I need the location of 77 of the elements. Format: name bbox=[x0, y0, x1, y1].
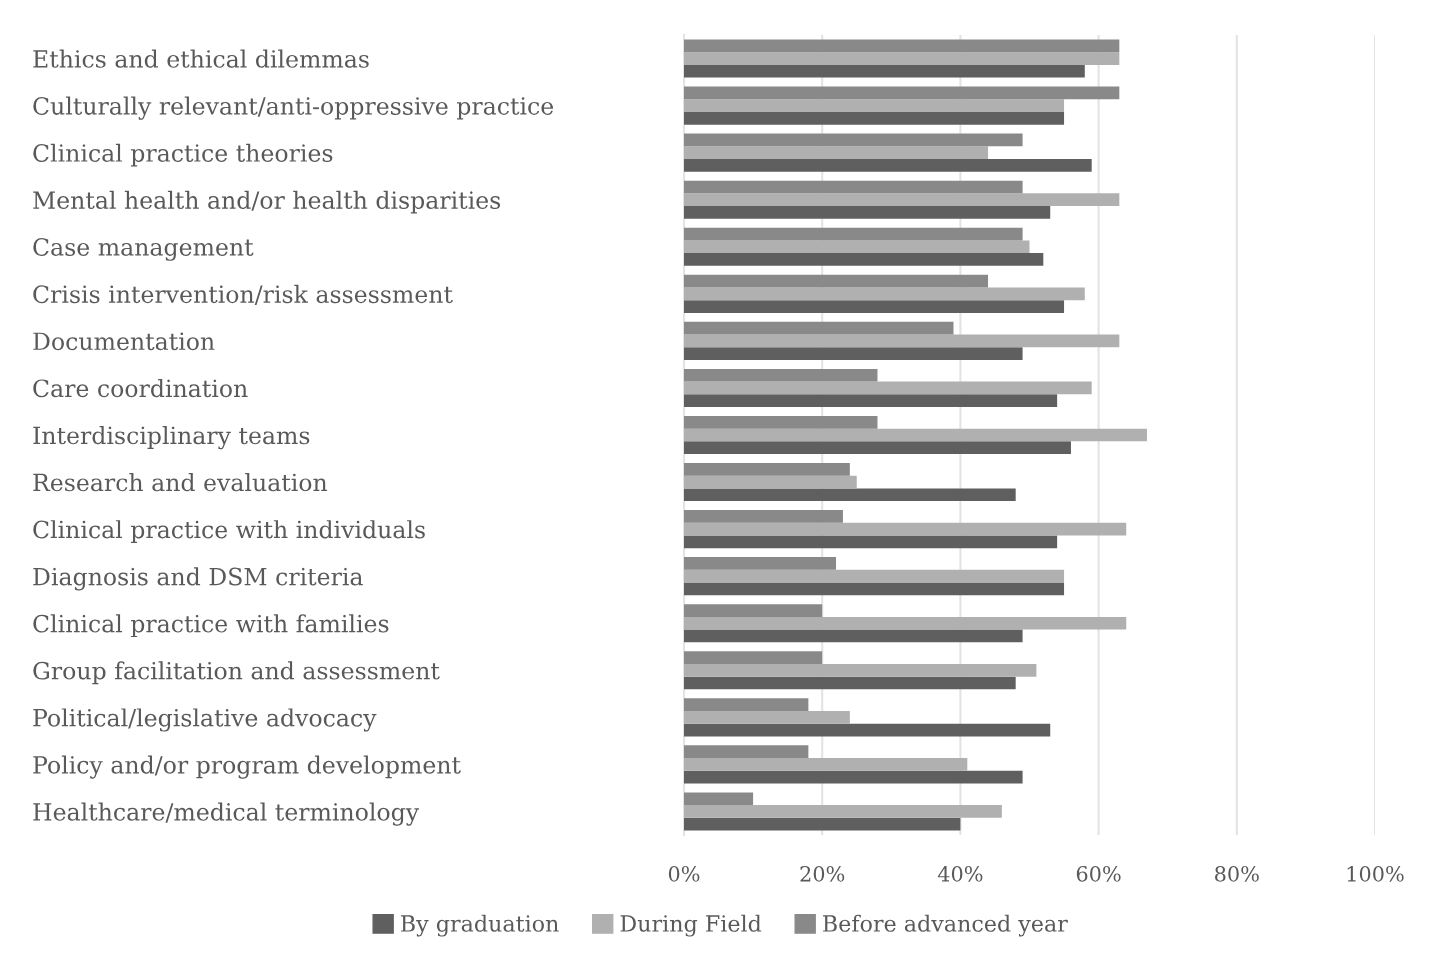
bar bbox=[684, 64, 1085, 78]
bar bbox=[684, 663, 1037, 677]
bar bbox=[684, 86, 1120, 100]
bar bbox=[684, 792, 754, 806]
bar bbox=[684, 347, 1023, 360]
bar bbox=[684, 146, 989, 159]
bar bbox=[684, 629, 1023, 643]
bar bbox=[684, 253, 1044, 266]
bar bbox=[684, 441, 1071, 455]
bar bbox=[684, 569, 1065, 583]
y-tick-label: Crisis intervention/risk assessment bbox=[33, 284, 453, 305]
y-tick-label: Interdisciplinary teams bbox=[33, 426, 310, 450]
bar bbox=[684, 488, 1016, 502]
y-tick-label: Clinical practice with individuals bbox=[33, 520, 425, 543]
bar bbox=[684, 745, 809, 759]
bar bbox=[684, 240, 1030, 254]
bar bbox=[684, 711, 850, 724]
bar bbox=[684, 206, 1051, 219]
x-tick-label: 20% bbox=[800, 865, 845, 882]
y-tick-label: Research and evaluation bbox=[33, 473, 328, 492]
bar bbox=[684, 368, 878, 382]
bar bbox=[684, 522, 1127, 536]
legend-label: By graduation bbox=[401, 914, 559, 937]
y-tick-label: Mental health and/or health disparities bbox=[33, 190, 501, 214]
y-tick-label: Political/legislative advocacy bbox=[33, 708, 377, 732]
y-tick-label: Clinical practice with families bbox=[33, 614, 389, 638]
bar bbox=[684, 300, 1065, 313]
bar bbox=[684, 463, 850, 476]
y-tick-label: Care coordination bbox=[33, 378, 248, 398]
bar bbox=[684, 616, 1127, 630]
bar bbox=[684, 758, 968, 771]
bar bbox=[684, 180, 1023, 194]
y-tick-label: Healthcare/medical terminology bbox=[33, 802, 420, 826]
y-tick-label: Ethics and ethical dilemmas bbox=[33, 49, 369, 68]
legend-label: Before advanced year bbox=[823, 914, 1068, 937]
x-tick-label: 60% bbox=[1076, 865, 1121, 882]
bar bbox=[684, 334, 1120, 348]
bar bbox=[684, 287, 1085, 301]
y-tick-label: Culturally relevant/anti-oppressive practice bbox=[33, 96, 554, 120]
bar bbox=[684, 193, 1120, 207]
bar bbox=[684, 111, 1065, 125]
bar bbox=[684, 52, 1120, 65]
bar bbox=[684, 159, 1092, 172]
bar bbox=[684, 510, 843, 523]
x-tick-label: 0% bbox=[668, 865, 700, 882]
bar bbox=[684, 415, 878, 429]
bar bbox=[684, 381, 1092, 395]
y-tick-label: Group facilitation and assessment bbox=[33, 661, 440, 685]
bar bbox=[684, 770, 1023, 784]
bar bbox=[684, 723, 1051, 737]
bar bbox=[684, 557, 837, 570]
x-tick-label: 80% bbox=[1215, 865, 1259, 882]
x-tick-label: 100% bbox=[1347, 865, 1404, 882]
bar bbox=[684, 99, 1065, 112]
bar bbox=[684, 582, 1065, 596]
bar bbox=[684, 133, 1023, 147]
bar bbox=[684, 394, 1058, 407]
y-tick-label: Policy and/or program development bbox=[33, 755, 461, 779]
bar bbox=[684, 39, 1120, 53]
bar bbox=[684, 651, 823, 664]
y-tick-label: Clinical practice theories bbox=[33, 143, 333, 167]
bar bbox=[684, 274, 989, 288]
bar bbox=[684, 604, 823, 617]
legend-label: During Field bbox=[620, 914, 762, 937]
bar bbox=[684, 698, 809, 711]
bar bbox=[684, 535, 1058, 549]
bar bbox=[684, 321, 954, 335]
bar bbox=[684, 428, 1147, 442]
bar bbox=[684, 475, 857, 489]
bar bbox=[684, 227, 1023, 241]
bar bbox=[684, 805, 1002, 818]
bar bbox=[684, 676, 1016, 690]
x-tick-label: 40% bbox=[937, 865, 983, 882]
bar bbox=[684, 817, 961, 831]
y-tick-label: Documentation bbox=[33, 332, 215, 351]
y-tick-label: Diagnosis and DSM criteria bbox=[33, 567, 363, 591]
y-tick-label: Case management bbox=[33, 238, 254, 261]
